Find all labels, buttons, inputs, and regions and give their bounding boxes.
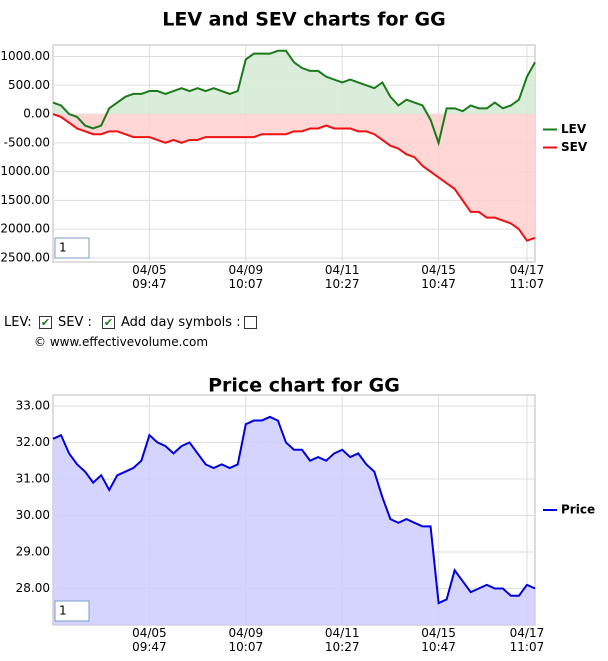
legend-label: SEV bbox=[561, 140, 588, 154]
x-tick-label: 04/17 11:07 bbox=[509, 626, 545, 654]
x-tick-label: 04/17 11:07 bbox=[509, 263, 545, 291]
chart-title: LEV and SEV charts for GG bbox=[162, 9, 445, 31]
x-tick-label: 04/11 10:27 bbox=[324, 263, 360, 291]
y-tick-label: 28.00 bbox=[16, 581, 50, 595]
x-tick-label: 04/05 09:47 bbox=[132, 263, 167, 291]
x-tick-label: 04/11 10:27 bbox=[324, 626, 360, 654]
range-box bbox=[54, 600, 90, 622]
lev-checkbox[interactable]: ✔ bbox=[39, 316, 52, 329]
sev-checkbox[interactable]: ✔ bbox=[102, 316, 115, 329]
x-tick-label: 04/15 10:47 bbox=[421, 263, 456, 291]
day-label: Add day symbols : bbox=[121, 315, 241, 330]
y-tick-label: 30.00 bbox=[16, 508, 50, 522]
x-tick-label: 04/05 09:47 bbox=[132, 626, 167, 654]
area-fill bbox=[53, 114, 535, 241]
y-tick-label: -2500.00 bbox=[0, 250, 50, 264]
y-tick-label: 29.00 bbox=[16, 544, 50, 558]
area-fill bbox=[53, 50, 535, 143]
legend-label: Price bbox=[561, 503, 595, 517]
y-tick-label: -2000.00 bbox=[0, 222, 50, 236]
y-tick-label: 1000.00 bbox=[0, 49, 50, 63]
y-tick-label: -1500.00 bbox=[0, 193, 50, 207]
x-tick-label: 04/09 10:07 bbox=[228, 263, 264, 291]
x-tick-label: 04/15 10:47 bbox=[421, 626, 456, 654]
chart-title: Price chart for GG bbox=[208, 375, 400, 397]
series-line bbox=[52, 113, 536, 242]
area-fill bbox=[53, 416, 535, 625]
legend-label: LEV bbox=[561, 122, 587, 136]
y-tick-label: 0.00 bbox=[23, 107, 50, 121]
sev-label: SEV : bbox=[58, 315, 92, 330]
y-tick-label: 32.00 bbox=[16, 435, 50, 449]
range-box bbox=[54, 237, 90, 259]
copyright: © www.effectivevolume.com bbox=[34, 335, 209, 349]
y-tick-label: 33.00 bbox=[16, 398, 50, 412]
x-tick-label: 04/09 10:07 bbox=[228, 626, 264, 654]
range-box-text: 1 bbox=[59, 241, 67, 255]
series-line bbox=[52, 49, 536, 147]
range-box-text: 1 bbox=[59, 604, 67, 618]
y-tick-label: -1000.00 bbox=[0, 164, 50, 178]
y-tick-label: -500.00 bbox=[4, 135, 50, 149]
series-line bbox=[52, 415, 536, 605]
day-checkbox[interactable] bbox=[244, 316, 257, 329]
y-tick-label: 500.00 bbox=[8, 78, 50, 92]
y-tick-label: 31.00 bbox=[16, 471, 50, 485]
lev-label: LEV: bbox=[4, 315, 32, 330]
